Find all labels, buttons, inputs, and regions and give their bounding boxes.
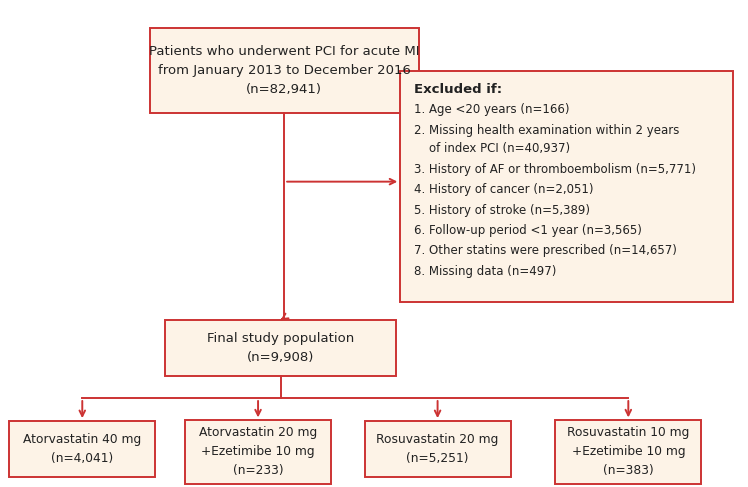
Text: 3. History of AF or thromboembolism (n=5,771): 3. History of AF or thromboembolism (n=5… xyxy=(414,163,696,176)
FancyBboxPatch shape xyxy=(165,320,396,376)
Text: 7. Other statins were prescribed (n=14,657): 7. Other statins were prescribed (n=14,6… xyxy=(414,244,676,258)
FancyBboxPatch shape xyxy=(400,71,733,302)
FancyBboxPatch shape xyxy=(364,421,510,477)
Text: Atorvastatin 40 mg
(n=4,041): Atorvastatin 40 mg (n=4,041) xyxy=(23,433,141,465)
FancyBboxPatch shape xyxy=(150,28,419,113)
FancyBboxPatch shape xyxy=(9,421,156,477)
Text: of index PCI (n=40,937): of index PCI (n=40,937) xyxy=(414,142,570,155)
Text: Rosuvastatin 20 mg
(n=5,251): Rosuvastatin 20 mg (n=5,251) xyxy=(376,433,499,465)
Text: 6. Follow-up period <1 year (n=3,565): 6. Follow-up period <1 year (n=3,565) xyxy=(414,224,642,237)
Text: Excluded if:: Excluded if: xyxy=(414,83,502,96)
Text: 8. Missing data (n=497): 8. Missing data (n=497) xyxy=(414,265,556,278)
Text: Final study population
(n=9,908): Final study population (n=9,908) xyxy=(207,332,354,364)
Text: 2. Missing health examination within 2 years: 2. Missing health examination within 2 y… xyxy=(414,124,679,137)
Text: Atorvastatin 20 mg
+Ezetimibe 10 mg
(n=233): Atorvastatin 20 mg +Ezetimibe 10 mg (n=2… xyxy=(199,427,317,477)
Text: 1. Age <20 years (n=166): 1. Age <20 years (n=166) xyxy=(414,103,569,116)
Text: 5. History of stroke (n=5,389): 5. History of stroke (n=5,389) xyxy=(414,204,589,217)
Text: Patients who underwent PCI for acute MI
from January 2013 to December 2016
(n=82: Patients who underwent PCI for acute MI … xyxy=(149,45,420,96)
FancyBboxPatch shape xyxy=(185,420,331,484)
Text: 4. History of cancer (n=2,051): 4. History of cancer (n=2,051) xyxy=(414,183,593,196)
Text: Rosuvastatin 10 mg
+Ezetimibe 10 mg
(n=383): Rosuvastatin 10 mg +Ezetimibe 10 mg (n=3… xyxy=(567,427,690,477)
FancyBboxPatch shape xyxy=(555,420,702,484)
